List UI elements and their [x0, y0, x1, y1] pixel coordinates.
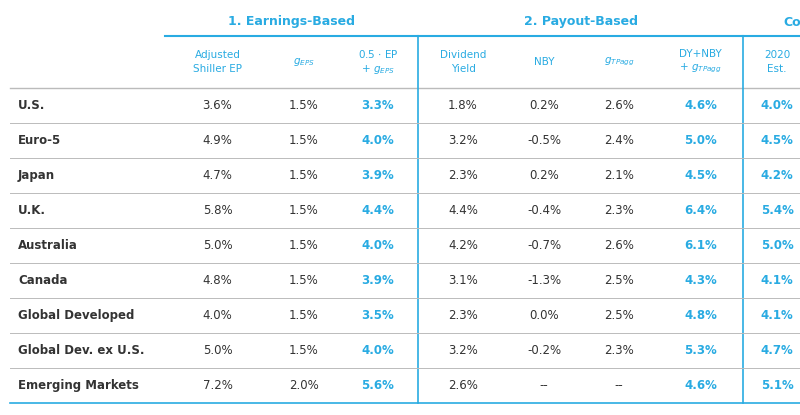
Text: 4.0%: 4.0% — [202, 309, 232, 322]
Text: 4.8%: 4.8% — [684, 309, 717, 322]
Text: 4.1%: 4.1% — [761, 309, 794, 322]
Text: 2.3%: 2.3% — [604, 204, 634, 217]
Text: 3.2%: 3.2% — [448, 344, 478, 357]
Text: 5.4%: 5.4% — [761, 204, 794, 217]
Text: 1.8%: 1.8% — [448, 99, 478, 112]
Text: 5.0%: 5.0% — [761, 239, 794, 252]
Text: Adjusted
Shiller EP: Adjusted Shiller EP — [193, 50, 242, 73]
Text: 2.1%: 2.1% — [604, 169, 634, 182]
Text: 1.5%: 1.5% — [289, 239, 319, 252]
Text: 4.4%: 4.4% — [362, 204, 394, 217]
Text: 2020
Est.: 2020 Est. — [764, 50, 790, 73]
Text: 4.5%: 4.5% — [684, 169, 717, 182]
Text: 1. Earnings-Based: 1. Earnings-Based — [228, 15, 355, 29]
Text: -0.4%: -0.4% — [527, 204, 561, 217]
Text: 2.5%: 2.5% — [604, 274, 634, 287]
Text: $g_{TPagg}$: $g_{TPagg}$ — [604, 56, 634, 68]
Text: 3.2%: 3.2% — [448, 134, 478, 147]
Text: 0.5 $\cdot$ EP
$+\ g_{EPS}$: 0.5 $\cdot$ EP $+\ g_{EPS}$ — [358, 48, 398, 76]
Text: 4.6%: 4.6% — [684, 99, 717, 112]
Text: U.S.: U.S. — [18, 99, 46, 112]
Text: Global Dev. ex U.S.: Global Dev. ex U.S. — [18, 344, 145, 357]
Text: 4.2%: 4.2% — [761, 169, 794, 182]
Text: 1.5%: 1.5% — [289, 274, 319, 287]
Text: 2.3%: 2.3% — [604, 344, 634, 357]
Text: 1.5%: 1.5% — [289, 169, 319, 182]
Text: -0.7%: -0.7% — [527, 239, 561, 252]
Text: 3.9%: 3.9% — [362, 169, 394, 182]
Text: -0.2%: -0.2% — [527, 344, 561, 357]
Text: 6.1%: 6.1% — [684, 239, 717, 252]
Text: 4.5%: 4.5% — [761, 134, 794, 147]
Text: 4.3%: 4.3% — [684, 274, 717, 287]
Text: 5.0%: 5.0% — [202, 344, 232, 357]
Text: 4.7%: 4.7% — [202, 169, 233, 182]
Text: 4.2%: 4.2% — [448, 239, 478, 252]
Text: 5.3%: 5.3% — [684, 344, 717, 357]
Text: 3.3%: 3.3% — [362, 99, 394, 112]
Text: 5.6%: 5.6% — [362, 379, 394, 392]
Text: DY+NBY
$+\ g_{TPagg}$: DY+NBY $+\ g_{TPagg}$ — [679, 49, 722, 76]
Text: 2.4%: 2.4% — [604, 134, 634, 147]
Text: --: -- — [614, 379, 623, 392]
Text: 0.0%: 0.0% — [529, 309, 559, 322]
Text: 1.5%: 1.5% — [289, 204, 319, 217]
Text: Global Developed: Global Developed — [18, 309, 134, 322]
Text: U.K.: U.K. — [18, 204, 46, 217]
Text: 4.6%: 4.6% — [684, 379, 717, 392]
Text: 2.6%: 2.6% — [448, 379, 478, 392]
Text: 1.5%: 1.5% — [289, 344, 319, 357]
Text: 4.7%: 4.7% — [761, 344, 794, 357]
Text: 4.0%: 4.0% — [761, 99, 794, 112]
Text: --: -- — [540, 379, 548, 392]
Text: Dividend
Yield: Dividend Yield — [440, 50, 486, 73]
Text: 5.1%: 5.1% — [761, 379, 794, 392]
Text: 2.3%: 2.3% — [448, 309, 478, 322]
Text: Emerging Markets: Emerging Markets — [18, 379, 139, 392]
Text: Combined: Combined — [783, 15, 800, 29]
Text: 2.3%: 2.3% — [448, 169, 478, 182]
Text: 3.1%: 3.1% — [448, 274, 478, 287]
Text: 1.5%: 1.5% — [289, 99, 319, 112]
Text: Canada: Canada — [18, 274, 67, 287]
Text: 3.9%: 3.9% — [362, 274, 394, 287]
Text: 3.5%: 3.5% — [362, 309, 394, 322]
Text: 1.5%: 1.5% — [289, 134, 319, 147]
Text: 2.0%: 2.0% — [289, 379, 319, 392]
Text: 3.6%: 3.6% — [202, 99, 232, 112]
Text: 5.8%: 5.8% — [202, 204, 232, 217]
Text: 4.4%: 4.4% — [448, 204, 478, 217]
Text: 4.8%: 4.8% — [202, 274, 232, 287]
Text: NBY: NBY — [534, 57, 554, 67]
Text: 7.2%: 7.2% — [202, 379, 233, 392]
Text: 4.0%: 4.0% — [362, 239, 394, 252]
Text: 1.5%: 1.5% — [289, 309, 319, 322]
Text: 4.1%: 4.1% — [761, 274, 794, 287]
Text: 5.0%: 5.0% — [202, 239, 232, 252]
Text: Euro-5: Euro-5 — [18, 134, 62, 147]
Text: 0.2%: 0.2% — [529, 169, 559, 182]
Text: 4.0%: 4.0% — [362, 344, 394, 357]
Text: 2. Payout-Based: 2. Payout-Based — [523, 15, 638, 29]
Text: 0.2%: 0.2% — [529, 99, 559, 112]
Text: 5.0%: 5.0% — [684, 134, 717, 147]
Text: 2.6%: 2.6% — [604, 99, 634, 112]
Text: Australia: Australia — [18, 239, 78, 252]
Text: 6.4%: 6.4% — [684, 204, 717, 217]
Text: 2.6%: 2.6% — [604, 239, 634, 252]
Text: -1.3%: -1.3% — [527, 274, 561, 287]
Text: 2.5%: 2.5% — [604, 309, 634, 322]
Text: 4.9%: 4.9% — [202, 134, 233, 147]
Text: -0.5%: -0.5% — [527, 134, 561, 147]
Text: 4.0%: 4.0% — [362, 134, 394, 147]
Text: Japan: Japan — [18, 169, 55, 182]
Text: $g_{EPS}$: $g_{EPS}$ — [293, 56, 315, 68]
